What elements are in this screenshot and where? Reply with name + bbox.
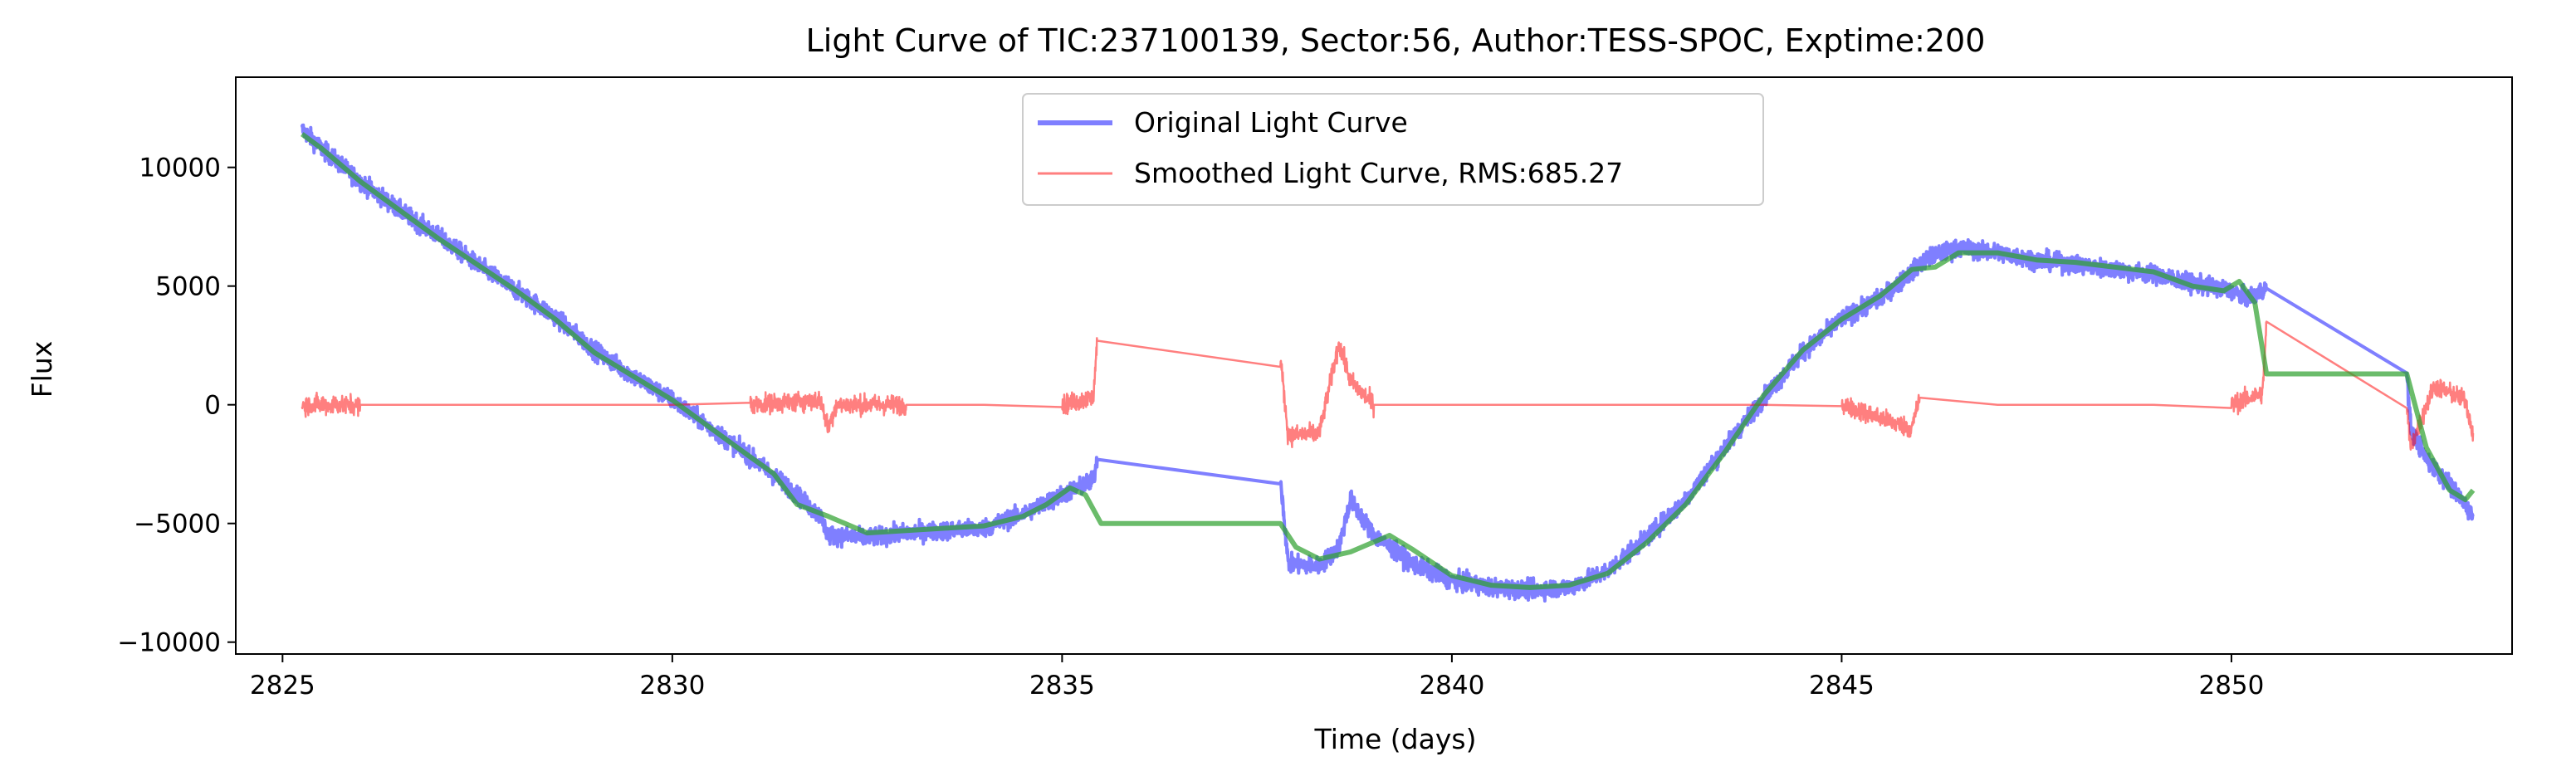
x-tick-label: 2850: [2198, 671, 2264, 700]
legend-label-smoothed: Smoothed Light Curve, RMS:685.27: [1134, 157, 1623, 189]
x-tick-label: 2830: [639, 671, 705, 700]
series-layer: [300, 123, 2476, 603]
legend: Original Light Curve Smoothed Light Curv…: [1022, 93, 1764, 206]
x-tick-label: 2845: [1809, 671, 1875, 700]
y-tick-label: −10000: [117, 628, 221, 658]
series-trend-line: [301, 132, 2476, 590]
y-tick-label: 5000: [155, 272, 221, 302]
y-axis: −10000 −5000 0 5000 10000: [117, 154, 236, 658]
x-axis: 2825 2830 2835 2840 2845 2850: [250, 654, 2264, 700]
chart-title: Light Curve of TIC:237100139, Sector:56,…: [806, 22, 1986, 59]
y-tick-label: −5000: [134, 510, 221, 539]
y-tick-label: 10000: [139, 154, 221, 183]
series-smoothed-light-curve: [301, 320, 2475, 451]
x-tick-label: 2825: [250, 671, 315, 700]
y-axis-label: Flux: [26, 341, 58, 398]
legend-label-original: Original Light Curve: [1134, 106, 1408, 139]
y-tick-label: 0: [204, 391, 221, 421]
plot-frame: [235, 76, 2513, 655]
legend-box: [1022, 93, 1764, 206]
x-tick-label: 2840: [1419, 671, 1484, 700]
x-tick-label: 2835: [1029, 671, 1095, 700]
x-axis-label: Time (days): [1314, 723, 1477, 755]
